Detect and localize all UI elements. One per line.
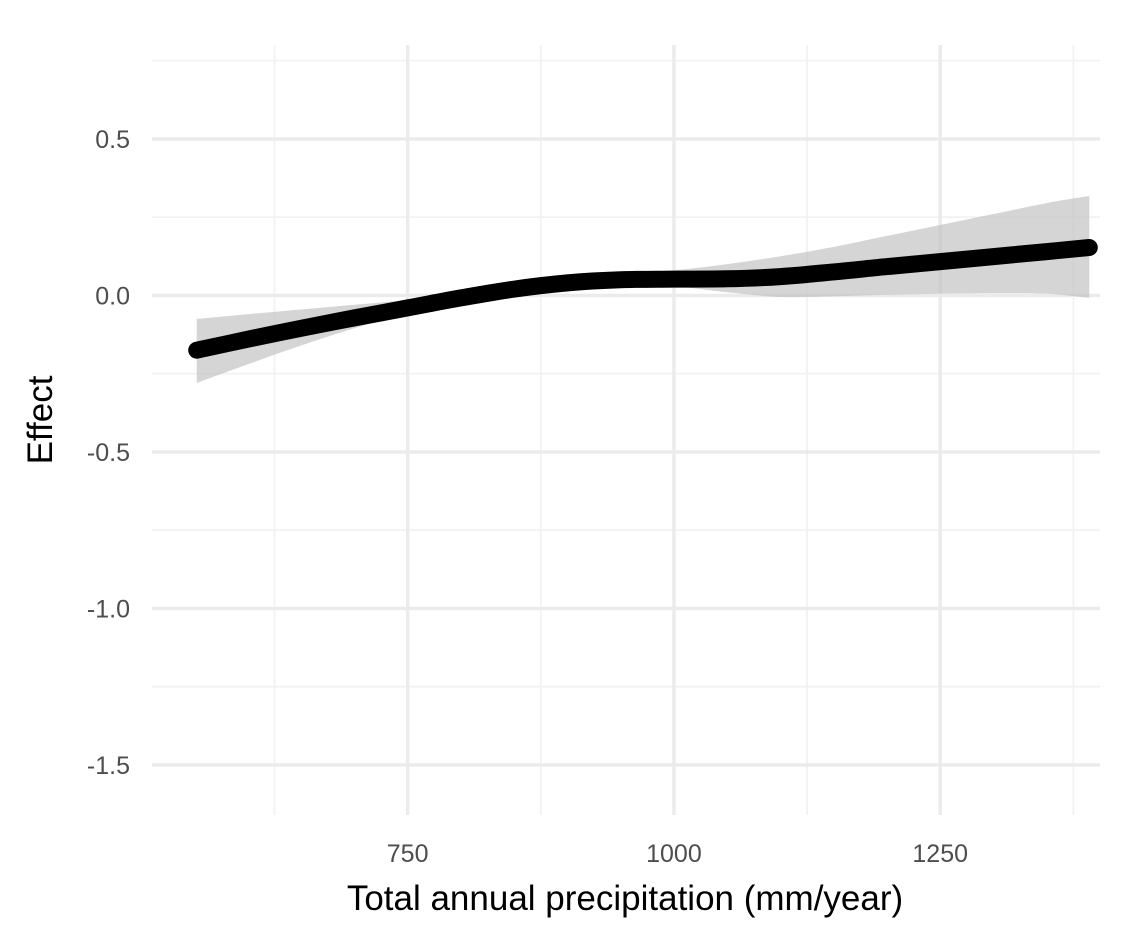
x-tick-label: 1250	[912, 840, 968, 868]
y-tick-label: 0.5	[95, 126, 130, 154]
y-axis-tick-labels: 0.5 0.0 -0.5 -1.0 -1.5	[87, 126, 130, 780]
confidence-ribbon	[196, 195, 1090, 383]
x-axis-title: Total annual precipitation (mm/year)	[347, 879, 903, 918]
x-tick-label: 1000	[646, 840, 702, 868]
y-tick-label: -1.0	[87, 595, 130, 623]
x-axis-tick-labels: 750 1000 1250	[387, 840, 968, 868]
major-gridlines	[152, 45, 1100, 815]
y-tick-label: -1.5	[87, 752, 130, 780]
confidence-ribbon-layer	[196, 195, 1090, 383]
effect-line	[188, 239, 1098, 359]
y-axis-title: Effect	[21, 375, 60, 464]
minor-gridlines	[152, 45, 1100, 815]
y-tick-label: 0.0	[95, 282, 130, 310]
y-tick-label: -0.5	[87, 439, 130, 467]
x-tick-label: 750	[387, 840, 429, 868]
effect-line-layer	[188, 239, 1098, 359]
